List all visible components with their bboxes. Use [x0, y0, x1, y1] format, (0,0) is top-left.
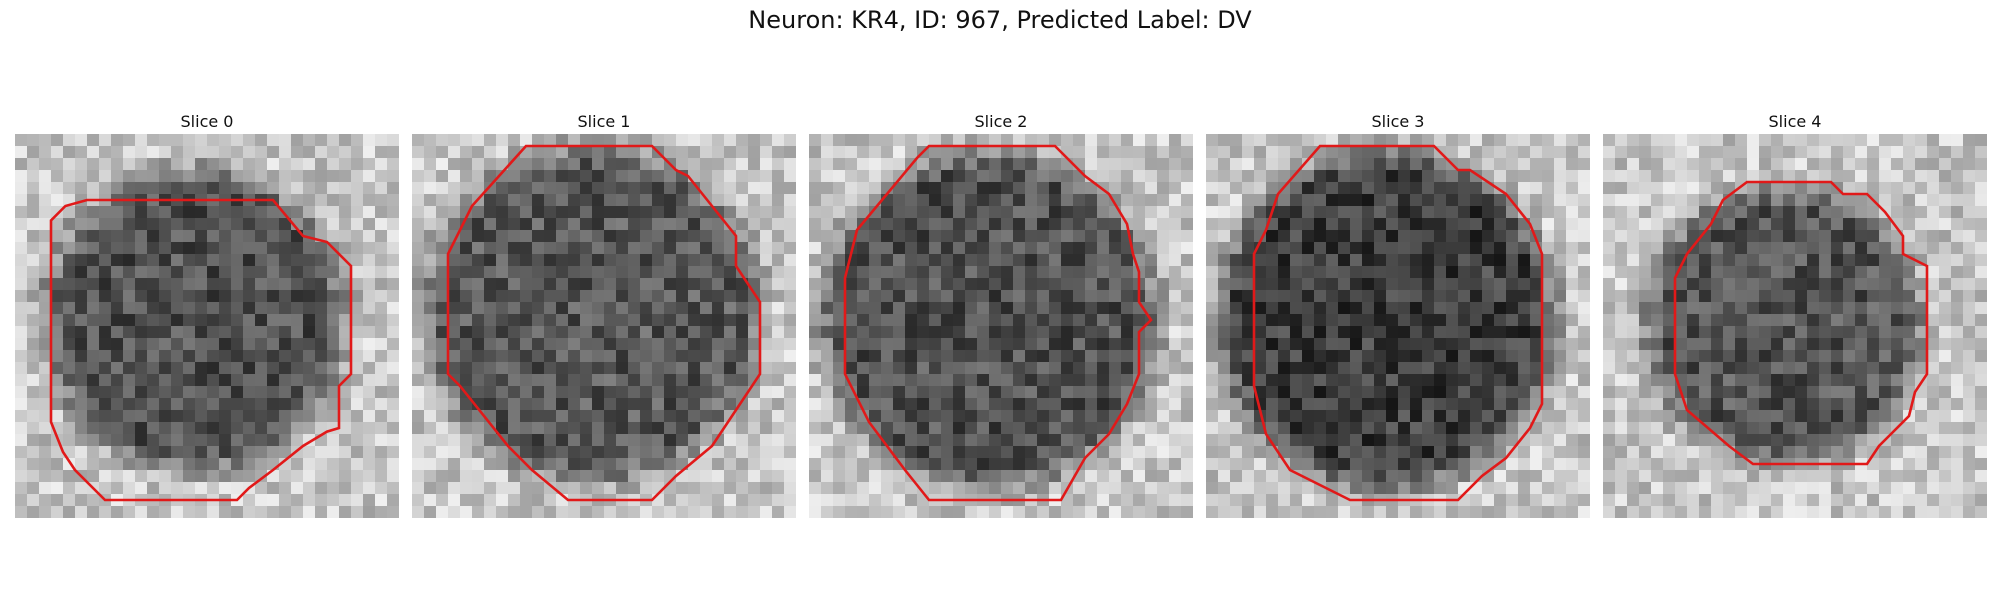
slice-image [15, 134, 399, 518]
slice-title: Slice 3 [1371, 112, 1425, 131]
cell-contour [843, 144, 1153, 502]
slice-title: Slice 2 [974, 112, 1028, 131]
slice-image [412, 134, 796, 518]
pixel-grid [412, 134, 796, 518]
slice-image [809, 134, 1193, 518]
pixel-grid [1603, 134, 1987, 518]
cell-contour [1252, 144, 1544, 502]
cell-contour [446, 144, 762, 502]
figure-title: Neuron: KR4, ID: 967, Predicted Label: D… [748, 6, 1252, 34]
slice-title: Slice 1 [577, 112, 631, 131]
cell-contour [49, 198, 353, 502]
slice-panel-4: Slice 4 [1603, 110, 1987, 518]
slice-title: Slice 4 [1768, 112, 1822, 131]
slice-panel-0: Slice 0 [15, 110, 399, 518]
slice-panel-3: Slice 3 [1206, 110, 1590, 518]
slice-title: Slice 0 [180, 112, 234, 131]
pixel-grid [15, 134, 399, 518]
slice-image [1206, 134, 1590, 518]
slice-image [1603, 134, 1987, 518]
slice-panel-2: Slice 2 [809, 110, 1193, 518]
pixel-grid [1206, 134, 1590, 518]
pixel-grid [809, 134, 1193, 518]
cell-contour [1673, 180, 1929, 466]
slice-panel-1: Slice 1 [412, 110, 796, 518]
